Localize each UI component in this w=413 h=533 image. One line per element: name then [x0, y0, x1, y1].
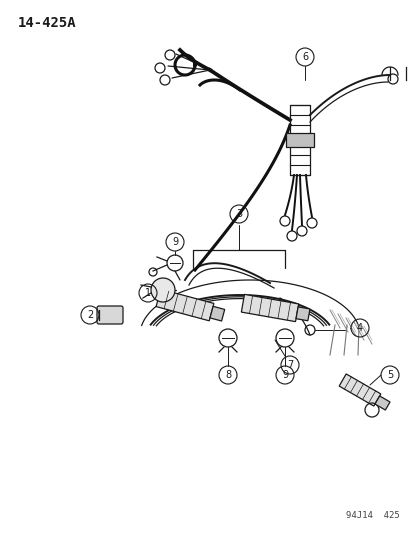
FancyBboxPatch shape [97, 306, 123, 324]
Polygon shape [295, 307, 309, 321]
Text: 9: 9 [281, 370, 287, 380]
Circle shape [151, 278, 175, 302]
Text: 4: 4 [356, 323, 362, 333]
Polygon shape [209, 306, 224, 321]
Text: 14-425A: 14-425A [18, 16, 76, 30]
Text: 7: 7 [286, 360, 292, 370]
Text: 2: 2 [87, 310, 93, 320]
Bar [285, 133, 313, 147]
Bar [289, 105, 309, 175]
Polygon shape [338, 374, 380, 406]
Text: 1: 1 [145, 288, 151, 298]
Text: 8: 8 [224, 370, 230, 380]
Polygon shape [156, 289, 214, 321]
Text: 9: 9 [171, 237, 178, 247]
Text: 6: 6 [301, 52, 307, 62]
Polygon shape [241, 294, 298, 321]
Text: 5: 5 [386, 370, 392, 380]
Text: 3: 3 [235, 209, 242, 219]
Text: 94J14  425: 94J14 425 [345, 511, 399, 520]
Polygon shape [374, 396, 389, 410]
